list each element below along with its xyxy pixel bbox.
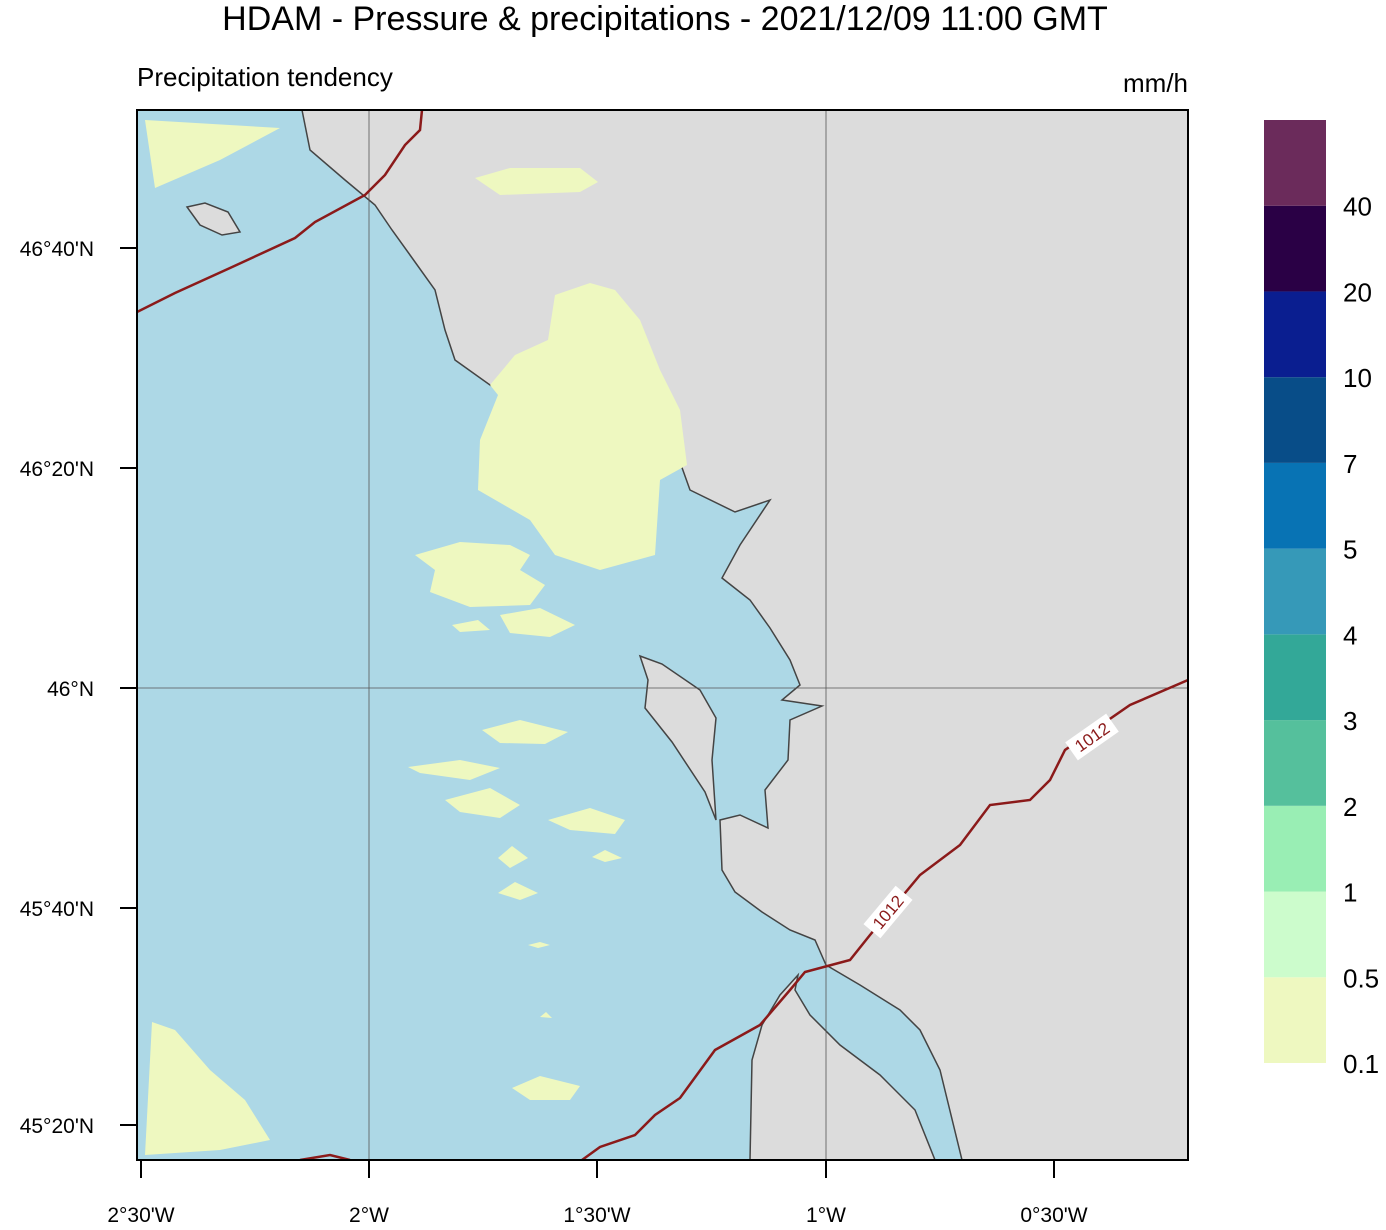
colorbar-label: 2 bbox=[1343, 792, 1357, 822]
colorbar-bin bbox=[1264, 720, 1326, 806]
lon-label: 0°30'W bbox=[1020, 1204, 1087, 1225]
map-frame bbox=[136, 109, 1189, 1161]
map-area bbox=[137, 110, 1188, 1160]
lon-label: 2°W bbox=[349, 1204, 389, 1225]
colorbar-label: 40 bbox=[1343, 192, 1372, 222]
colorbar-bin bbox=[1264, 891, 1326, 978]
colorbar-label: 0.1 bbox=[1343, 1049, 1379, 1079]
lon-label: 1°W bbox=[806, 1204, 846, 1225]
colorbar-bin bbox=[1264, 205, 1326, 292]
lat-label: 45°40'N bbox=[20, 898, 94, 921]
unit: mm/h bbox=[1123, 68, 1188, 98]
island-oleron bbox=[638, 654, 717, 821]
colorbar-label: 3 bbox=[1343, 706, 1357, 736]
colorbar-bin bbox=[1264, 977, 1326, 1063]
title: HDAM - Pressure & precipitations - 2021/… bbox=[222, 0, 1108, 38]
isobar-label-bg bbox=[863, 885, 913, 939]
isobars bbox=[137, 110, 1188, 1160]
lon-label: 2°30'W bbox=[107, 1204, 174, 1225]
isobar-label-bg bbox=[1065, 713, 1119, 761]
lat-label: 45°20'N bbox=[20, 1115, 94, 1138]
subtitle: Precipitation tendency bbox=[137, 62, 393, 92]
lat-label: 46°N bbox=[47, 678, 94, 701]
colorbar-label: 7 bbox=[1343, 449, 1357, 479]
island-yeu bbox=[185, 202, 242, 236]
lon-label: 1°30'W bbox=[563, 1204, 630, 1225]
lat-label: 46°20'N bbox=[20, 458, 94, 481]
colorbar-bin bbox=[1264, 634, 1326, 721]
colorbar-bin bbox=[1264, 291, 1326, 378]
colorbar-label: 20 bbox=[1343, 277, 1372, 307]
colorbar-label: 1 bbox=[1343, 878, 1357, 908]
colorbar-label: 0.5 bbox=[1343, 963, 1379, 993]
graticule bbox=[137, 110, 1188, 1160]
colorbar-label: 5 bbox=[1343, 535, 1357, 565]
colorbar-bin bbox=[1264, 377, 1326, 463]
colorbar-label: 10 bbox=[1343, 363, 1372, 393]
precip-patches bbox=[145, 120, 687, 1155]
colorbar-bin bbox=[1264, 120, 1326, 206]
colorbar-label: 4 bbox=[1343, 620, 1357, 650]
lat-label: 46°40'N bbox=[20, 238, 94, 261]
colorbar-bin bbox=[1264, 548, 1326, 635]
colorbar-bin bbox=[1264, 805, 1326, 892]
colorbar-bin bbox=[1264, 462, 1326, 549]
